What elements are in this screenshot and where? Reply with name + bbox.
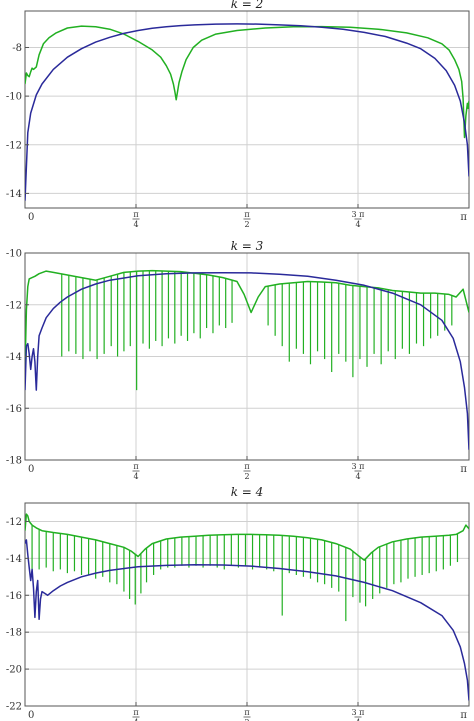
x-tick-label-denominator: 2 — [244, 718, 249, 721]
x-tick-label: 0 — [28, 464, 34, 475]
series-line-1 — [25, 23, 469, 201]
x-tick-label-numerator: π — [244, 708, 249, 717]
y-tick-label: -12 — [6, 140, 22, 151]
series-line-2 — [25, 25, 469, 139]
x-tick-label: 0 — [28, 212, 34, 223]
x-tick-label-denominator: 4 — [133, 220, 138, 229]
x-tick-label: π — [460, 464, 467, 475]
y-tick-label: -12 — [6, 517, 22, 528]
y-tick-label: -10 — [6, 249, 22, 260]
x-tick-label: π — [460, 710, 467, 721]
series-line-2 — [25, 513, 469, 561]
series-line-1 — [25, 539, 469, 701]
y-tick-label: -18 — [6, 628, 22, 639]
series-line-2 — [25, 269, 469, 370]
y-tick-label: -22 — [6, 702, 22, 713]
y-tick-label: -12 — [6, 300, 22, 311]
x-tick-label-numerator: π — [133, 708, 138, 717]
chart-panel-3: k = 4-12-14-16-18-20-220π4π23 π4π — [6, 485, 470, 721]
x-tick-label-numerator: π — [133, 462, 138, 471]
chart-title: k = 3 — [231, 239, 264, 253]
y-tick-label: -8 — [12, 43, 22, 54]
y-tick-label: -14 — [6, 352, 22, 363]
y-tick-label: -18 — [6, 456, 22, 467]
x-tick-label-denominator: 4 — [133, 472, 138, 481]
x-tick-label-numerator: 3 π — [352, 462, 365, 471]
x-tick-label-denominator: 2 — [244, 472, 249, 481]
x-tick-label-denominator: 4 — [133, 718, 138, 721]
x-tick-label-denominator: 4 — [355, 718, 360, 721]
x-tick-label-numerator: π — [244, 462, 249, 471]
x-tick-label-numerator: π — [133, 210, 138, 219]
y-tick-label: -16 — [6, 404, 22, 415]
x-tick-label-numerator: π — [244, 210, 249, 219]
y-tick-label: -10 — [6, 92, 22, 103]
x-tick-label-denominator: 4 — [355, 220, 360, 229]
y-tick-label: -14 — [6, 189, 22, 200]
y-tick-label: -20 — [6, 665, 22, 676]
y-tick-label: -14 — [6, 554, 22, 565]
chart-title: k = 4 — [231, 485, 264, 499]
y-tick-label: -16 — [6, 591, 22, 602]
x-tick-label: 0 — [28, 710, 34, 721]
x-tick-label-numerator: 3 π — [352, 210, 365, 219]
x-tick-label-numerator: 3 π — [352, 708, 365, 717]
x-tick-label-denominator: 2 — [244, 220, 249, 229]
x-tick-label: π — [460, 212, 467, 223]
x-tick-label-denominator: 4 — [355, 472, 360, 481]
chart-title: k = 2 — [231, 0, 264, 11]
series-line-1 — [25, 271, 469, 450]
